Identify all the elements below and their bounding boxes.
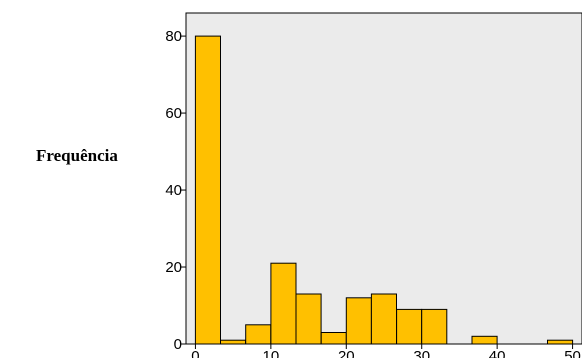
x-tick-label: 10: [263, 348, 280, 358]
y-tick-label: 0: [174, 336, 182, 353]
histogram-bar: [471, 335, 498, 345]
histogram-bar: [245, 324, 272, 345]
histogram-bar: [396, 308, 423, 345]
histogram-bar: [370, 293, 397, 345]
x-tick-label: 30: [413, 348, 430, 358]
histogram-bar: [421, 308, 448, 345]
bars-group: [194, 35, 574, 345]
plot-area: [185, 12, 582, 345]
x-tick-label: 20: [338, 348, 355, 358]
x-tick-label: 40: [489, 348, 506, 358]
y-tick-label: 20: [165, 259, 182, 276]
x-tick-label: 0: [191, 348, 199, 358]
histogram-bar: [194, 35, 221, 345]
histogram-bar: [220, 339, 247, 345]
y-tick-label: 40: [165, 182, 182, 199]
x-ticks-group: 0 10 20 30 40 50: [191, 344, 581, 363]
histogram-bar: [345, 297, 372, 345]
y-tick-label: 80: [165, 28, 182, 45]
histogram-bar: [295, 293, 322, 345]
y-axis-label: Frequência: [36, 146, 118, 165]
histogram-bar: [320, 332, 347, 345]
y-ticks-group: 0 20 40 60 80: [165, 28, 186, 353]
histogram-bar: [270, 262, 297, 345]
y-tick-label: 60: [165, 105, 182, 122]
x-tick-label: 50: [564, 348, 581, 358]
histogram-bar: [547, 339, 574, 345]
